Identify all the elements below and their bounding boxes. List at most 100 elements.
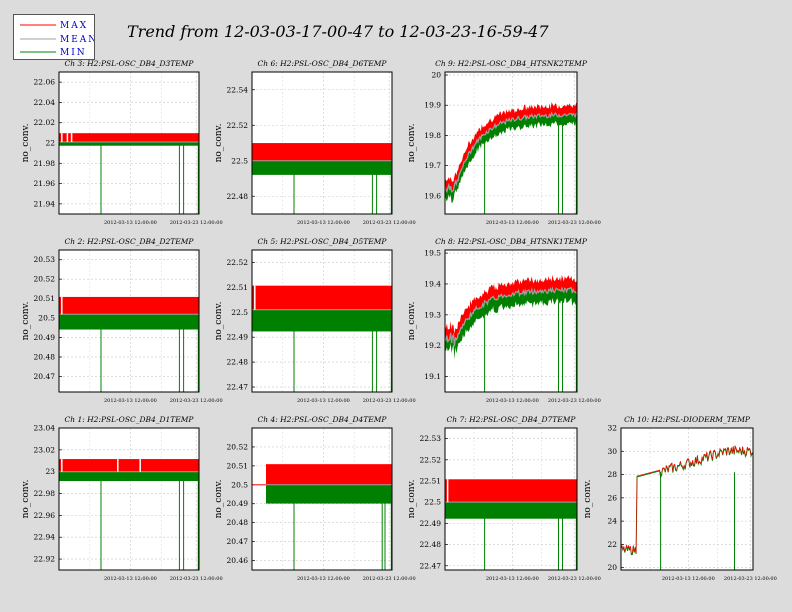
chart-title: Ch 5: H2:PSL-OSC_DB4_D5TEMP bbox=[258, 237, 388, 246]
y-axis-label: no_conv. bbox=[583, 479, 593, 518]
legend-max-label: MAX bbox=[60, 21, 88, 31]
series-group bbox=[252, 143, 392, 214]
series-group bbox=[445, 101, 577, 214]
y-tick-label: 22 bbox=[607, 540, 617, 549]
x-tick-label: 2012-03-23 12:00:00 bbox=[363, 398, 416, 404]
y-tick-label: 22.94 bbox=[34, 533, 56, 542]
y-axis-label: no_conv. bbox=[214, 479, 224, 518]
x-tick-label: 2012-03-23 12:00:00 bbox=[724, 576, 777, 582]
series-max bbox=[59, 133, 199, 142]
y-tick-label: 19.2 bbox=[424, 341, 441, 350]
x-tick-label: 2012-03-13 12:00:00 bbox=[297, 220, 350, 226]
x-tick-label: 2012-03-23 12:00:00 bbox=[363, 576, 416, 582]
plot-frame bbox=[444, 427, 578, 571]
y-axis-label: no_conv. bbox=[407, 301, 417, 340]
series-max bbox=[266, 464, 392, 485]
y-tick-label: 20.48 bbox=[227, 518, 249, 527]
y-tick-label: 19.8 bbox=[424, 131, 441, 140]
plot-frame bbox=[58, 427, 200, 571]
y-tick-label: 28 bbox=[607, 470, 617, 479]
y-tick-label: 19.3 bbox=[424, 310, 441, 319]
x-tick-label: 2012-03-23 12:00:00 bbox=[170, 220, 223, 226]
y-tick-label: 22.02 bbox=[34, 118, 56, 127]
chart-title: Ch 3: H2:PSL-OSC_DB4_D3TEMP bbox=[65, 59, 195, 68]
y-tick-label: 22.49 bbox=[420, 519, 442, 528]
chart-title: Ch 8: H2:PSL-OSC_DB4_HTSNK1TEMP bbox=[435, 237, 588, 246]
plot-frame bbox=[251, 249, 393, 393]
y-tick-label: 20.51 bbox=[227, 461, 248, 470]
y-axis-label: no_conv. bbox=[407, 123, 417, 162]
plot-frame bbox=[620, 427, 754, 571]
y-tick-label: 19.4 bbox=[424, 279, 441, 288]
plot-frame bbox=[444, 249, 578, 393]
plot-area bbox=[445, 72, 577, 214]
y-tick-label: 22.48 bbox=[227, 358, 249, 367]
series-min bbox=[252, 160, 392, 175]
series-min bbox=[252, 309, 392, 332]
x-tick-label: 2012-03-23 12:00:00 bbox=[548, 220, 601, 226]
series-min bbox=[445, 112, 577, 204]
y-axis-label: no_conv. bbox=[21, 301, 31, 340]
y-tick-label: 20.49 bbox=[227, 499, 249, 508]
x-tick-label: 2012-03-23 12:00:00 bbox=[170, 398, 223, 404]
chart-title: Ch 1: H2:PSL-OSC_DB4_D1TEMP bbox=[65, 415, 195, 424]
series-group bbox=[59, 296, 199, 392]
series-group bbox=[252, 285, 392, 392]
chart-8: Ch 4: H2:PSL-OSC_DB4_D4TEMP 20.46 20.47 20.… bbox=[214, 415, 416, 582]
y-tick-label: 22.47 bbox=[420, 561, 442, 570]
y-tick-label: 22.52 bbox=[227, 258, 249, 267]
plot-frame bbox=[251, 71, 393, 215]
plot-frame bbox=[58, 249, 200, 393]
chart-2: Ch 6: H2:PSL-OSC_DB4_D6TEMP 22.48 22.5 22.5… bbox=[214, 59, 416, 226]
legend-mean-label: MEAN bbox=[60, 35, 94, 45]
y-tick-label: 22.5 bbox=[231, 156, 248, 165]
chart-6: Ch 8: H2:PSL-OSC_DB4_HTSNK1TEMP 19.1 19.2 1… bbox=[407, 237, 601, 404]
chart-title: Ch 4: H2:PSL-OSC_DB4_D4TEMP bbox=[258, 415, 388, 424]
y-tick-label: 20.47 bbox=[34, 372, 56, 381]
series-group bbox=[621, 444, 753, 570]
legend-min-label: MIN bbox=[60, 48, 87, 58]
y-tick-label: 22.92 bbox=[34, 555, 56, 564]
x-tick-label: 2012-03-23 12:00:00 bbox=[548, 398, 601, 404]
series-min bbox=[445, 502, 577, 519]
series-min bbox=[59, 314, 199, 330]
y-tick-label: 22.51 bbox=[227, 283, 248, 292]
y-tick-label: 22.98 bbox=[34, 489, 56, 498]
chart-9: Ch 7: H2:PSL-OSC_DB4_D7TEMP 22.47 22.48 22.… bbox=[407, 415, 601, 582]
y-tick-label: 22.52 bbox=[227, 121, 249, 130]
page-title: Trend from 12-03-03-17-00-47 to 12-03-23… bbox=[127, 22, 549, 41]
series-min bbox=[59, 141, 199, 146]
x-tick-label: 2012-03-23 12:00:00 bbox=[363, 220, 416, 226]
series-max bbox=[59, 296, 199, 315]
plot-area bbox=[252, 72, 392, 214]
chart-title: Ch 9: H2:PSL-OSC_DB4_HTSNK2TEMP bbox=[435, 59, 588, 68]
x-tick-label: 2012-03-13 12:00:00 bbox=[662, 576, 715, 582]
chart-title: Ch 10: H2:PSL-DIODERM_TEMP bbox=[624, 415, 751, 424]
series-group bbox=[252, 464, 392, 570]
series-max bbox=[252, 285, 392, 310]
y-tick-label: 19.9 bbox=[424, 101, 441, 110]
y-tick-label: 22.48 bbox=[420, 540, 442, 549]
plot-frame bbox=[58, 71, 200, 215]
x-tick-label: 2012-03-13 12:00:00 bbox=[104, 220, 157, 226]
y-tick-label: 22.06 bbox=[34, 78, 56, 87]
series-min bbox=[59, 471, 199, 482]
y-tick-label: 20.48 bbox=[34, 352, 56, 361]
series-group bbox=[445, 274, 577, 392]
plot-frame bbox=[444, 71, 578, 215]
legend: MAX MEAN MIN bbox=[13, 14, 95, 60]
y-tick-label: 22.5 bbox=[231, 308, 248, 317]
y-axis-label: no_conv. bbox=[407, 479, 417, 518]
y-tick-label: 32 bbox=[607, 424, 617, 433]
y-axis-label: no_conv. bbox=[21, 123, 31, 162]
x-tick-label: 2012-03-23 12:00:00 bbox=[548, 576, 601, 582]
x-tick-label: 2012-03-13 12:00:00 bbox=[486, 398, 539, 404]
y-tick-label: 22 bbox=[45, 139, 55, 148]
y-tick-label: 20.5 bbox=[38, 314, 55, 323]
x-tick-label: 2012-03-13 12:00:00 bbox=[297, 576, 350, 582]
chart-1: Ch 3: H2:PSL-OSC_DB4_D3TEMP 21.94 21.96 21.… bbox=[21, 59, 223, 226]
chart-title: Ch 7: H2:PSL-OSC_DB4_D7TEMP bbox=[447, 415, 577, 424]
y-tick-label: 19.5 bbox=[424, 249, 441, 258]
y-tick-label: 20 bbox=[431, 71, 441, 80]
y-tick-label: 22.53 bbox=[420, 434, 442, 443]
